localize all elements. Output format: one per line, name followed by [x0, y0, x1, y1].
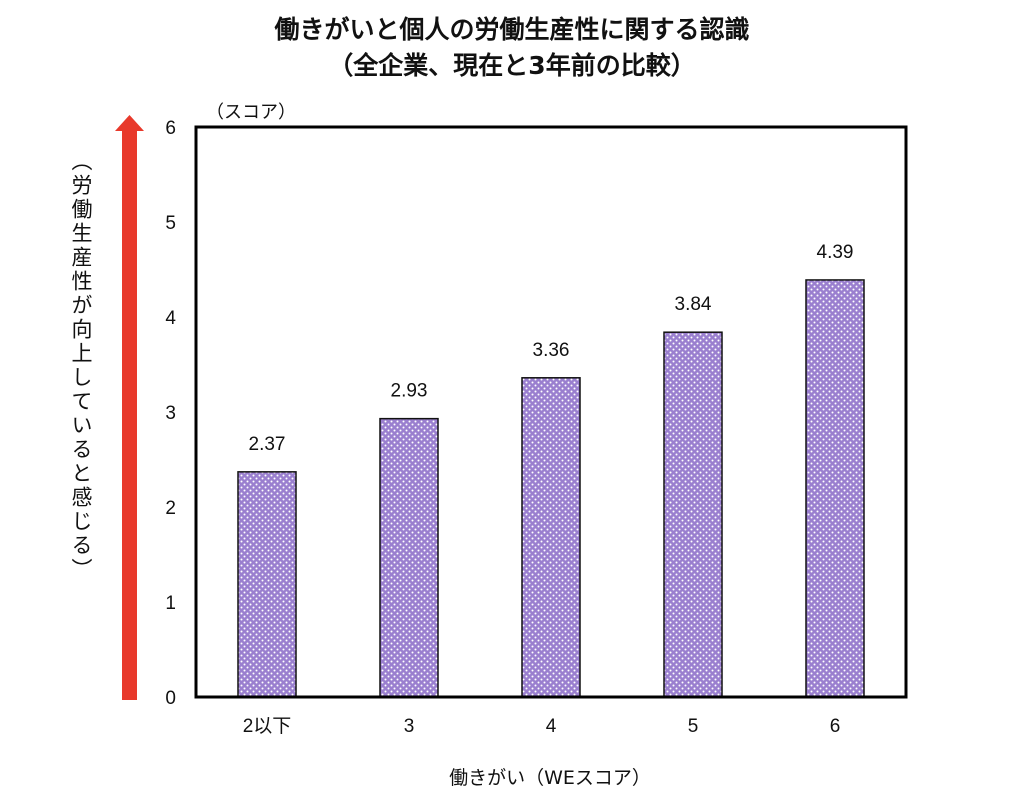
x-tick-label: 5	[688, 716, 699, 737]
bar	[663, 331, 723, 698]
y-tick-label: 2	[165, 498, 176, 519]
chart-title: 働きがいと個人の労働生産性に関する認識	[274, 15, 750, 44]
y-tick-label: 1	[165, 593, 176, 614]
plot-frame	[194, 125, 908, 699]
data-label: 4.39	[817, 242, 854, 263]
data-label: 2.37	[249, 434, 286, 455]
bar	[237, 471, 297, 698]
unit-label: （スコア）	[206, 102, 296, 123]
chart-subtitle: （全企業、現在と3年前の比較）	[328, 51, 696, 80]
y-tick-label: 0	[165, 688, 176, 709]
data-label: 3.84	[675, 294, 712, 315]
arrow-head-icon	[115, 115, 144, 131]
arrow-shaft	[122, 128, 137, 700]
data-label: 3.36	[533, 340, 570, 361]
bar	[379, 417, 439, 698]
x-tick-label: 3	[404, 716, 415, 737]
bar	[805, 279, 865, 698]
x-tick-label: 4	[546, 716, 557, 737]
y-axis-label: （労働生産性が向上していると感じる）	[69, 150, 93, 582]
y-tick-label: 6	[165, 118, 176, 139]
bar	[521, 377, 581, 698]
x-tick-label: 2以下	[243, 716, 292, 737]
y-tick-label: 4	[165, 308, 176, 329]
y-tick-label: 5	[165, 213, 176, 234]
data-label: 2.93	[391, 381, 428, 402]
y-tick-label: 3	[165, 403, 176, 424]
x-tick-label: 6	[830, 716, 841, 737]
x-axis-label: 働きがい（WEスコア）	[449, 767, 651, 789]
